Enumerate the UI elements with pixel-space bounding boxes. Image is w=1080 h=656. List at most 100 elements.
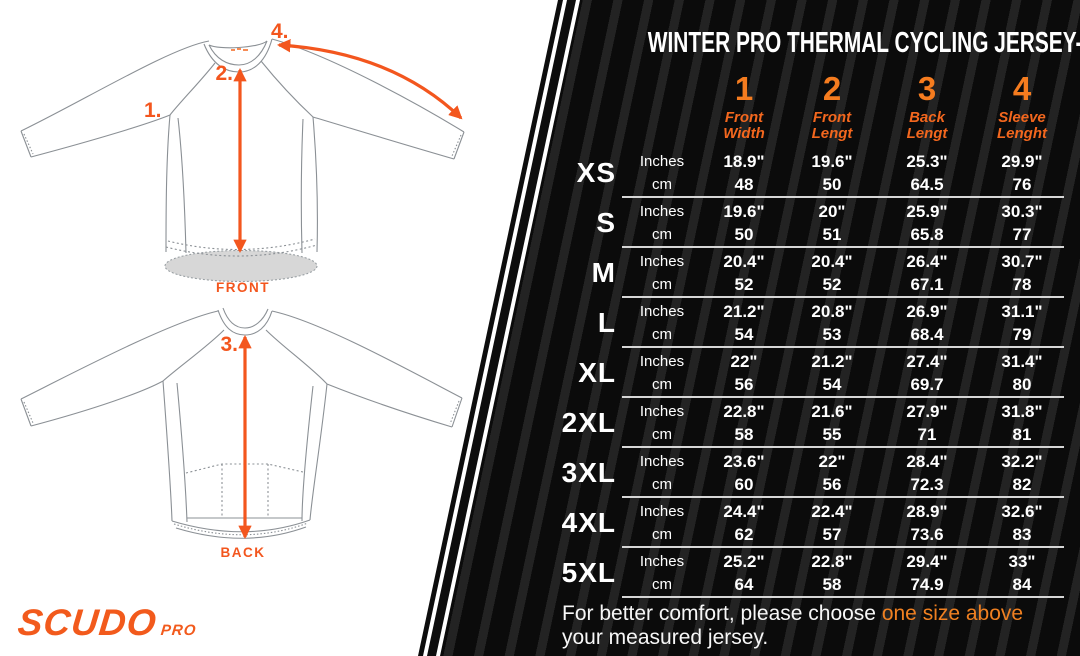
unit-labels: Inches cm: [639, 503, 685, 543]
collar-logo-icon: [231, 48, 248, 51]
cell-sleeve-length: 32.2" 82: [1001, 452, 1043, 494]
size-label: M: [591, 257, 616, 288]
column-label: Width: [723, 125, 765, 142]
cell-front-width: 19.6" 50: [723, 202, 765, 244]
column-number: 3: [917, 70, 937, 107]
row-divider: [622, 396, 1064, 398]
cell-front-length: 21.6" 55: [811, 402, 853, 444]
cell-front-width: 25.2" 64: [723, 552, 765, 594]
cell-back-length: 27.4" 69.7: [906, 352, 948, 394]
size-label: XL: [578, 357, 616, 388]
size-row-3xl: 3XL Inches cm 23.6" 60 22" 56 28.4" 72.3 32.…: [552, 448, 1068, 498]
marker-3-label: 3.: [220, 333, 238, 356]
cell-front-length: 20.8" 53: [811, 302, 853, 344]
row-divider: [622, 496, 1064, 498]
unit-labels: Inches cm: [639, 303, 685, 343]
column-label: Front: [812, 109, 852, 126]
cell-back-length: 26.9" 68.4: [906, 302, 948, 344]
column-label: Lengt: [811, 125, 853, 142]
cell-back-length: 29.4" 74.9: [906, 552, 948, 594]
size-label: 2XL: [561, 407, 616, 438]
cell-sleeve-length: 33" 84: [1008, 552, 1036, 594]
sleeve-length-arrow: [276, 39, 463, 120]
cell-sleeve-length: 31.8" 81: [1001, 402, 1043, 444]
front-label: FRONT: [216, 280, 270, 295]
cell-front-length: 22" 56: [818, 452, 846, 494]
size-label: 3XL: [561, 457, 616, 488]
cell-back-length: 25.3" 64.5: [906, 152, 948, 194]
row-divider: [622, 446, 1064, 448]
marker-2-label: 2.: [215, 62, 233, 85]
cell-front-width: 24.4" 62: [723, 502, 765, 544]
column-header-front-length: 2 Front Lengt: [786, 70, 878, 142]
column-number: 1: [734, 70, 754, 107]
column-number: 4: [1012, 70, 1032, 107]
size-row-4xl: 4XL Inches cm 24.4" 62 22.4" 57 28.9" 73.6 3…: [552, 498, 1068, 548]
size-row-2xl: 2XL Inches cm 22.8" 58 21.6" 55 27.9" 71 31.…: [552, 398, 1068, 448]
jersey-back-diagram: [20, 307, 463, 539]
column-label: Lengt: [906, 125, 948, 142]
marker-1-label: 1.: [144, 99, 162, 122]
row-divider: [622, 196, 1064, 198]
column-label: Sleeve: [998, 109, 1046, 126]
row-divider: [622, 346, 1064, 348]
cell-front-length: 20" 51: [818, 202, 846, 244]
brand-logo-sub: PRO: [159, 622, 198, 639]
size-label: L: [597, 307, 616, 338]
cell-front-width: 18.9" 48: [723, 152, 765, 194]
column-label: Lenght: [997, 125, 1047, 142]
size-row-s: S Inches cm 19.6" 50 20" 51 25.9" 65.8 30.3"…: [552, 198, 1068, 248]
cell-front-length: 19.6" 50: [811, 152, 853, 194]
column-label: Front: [724, 109, 764, 126]
cell-back-length: 28.9" 73.6: [906, 502, 948, 544]
cell-sleeve-length: 31.1" 79: [1001, 302, 1043, 344]
cell-sleeve-length: 31.4" 80: [1001, 352, 1043, 394]
size-row-5xl: 5XL Inches cm 25.2" 64 22.8" 58 29.4" 74.9 3…: [552, 548, 1068, 598]
column-label: Back: [909, 109, 945, 126]
back-label: BACK: [221, 545, 266, 560]
size-label: XS: [576, 157, 616, 188]
column-header-back-length: 3 Back Lengt: [878, 70, 976, 142]
comfort-note-line1: For better comfort, please choose one si…: [562, 602, 1024, 625]
cell-front-width: 20.4" 52: [723, 252, 765, 294]
row-divider: [622, 596, 1064, 598]
unit-labels: Inches cm: [639, 553, 685, 593]
unit-labels: Inches cm: [639, 353, 685, 393]
size-label: S: [596, 207, 616, 238]
comfort-note-line2: your measured jersey.: [562, 626, 769, 649]
brand-logo: SCUDOPRO: [16, 602, 200, 644]
size-label: 5XL: [561, 557, 616, 588]
unit-labels: Inches cm: [639, 403, 685, 443]
comfort-note-highlight: one size above: [881, 602, 1024, 625]
cell-front-width: 22.8" 58: [723, 402, 765, 444]
row-divider: [622, 246, 1064, 248]
cell-front-width: 21.2" 54: [723, 302, 765, 344]
jersey-diagrams: 1. 2. 4. FRONT: [20, 20, 465, 560]
cell-sleeve-length: 29.9" 76: [1001, 152, 1043, 194]
comfort-note: For better comfort, please choose one si…: [562, 602, 1062, 650]
cell-front-length: 20.4" 52: [811, 252, 853, 294]
cell-back-length: 25.9" 65.8: [906, 202, 948, 244]
column-header-sleeve-length: 4 Sleeve Lenght: [976, 70, 1068, 142]
unit-labels: Inches cm: [639, 453, 685, 493]
cell-back-length: 28.4" 72.3: [906, 452, 948, 494]
cell-front-length: 21.2" 54: [811, 352, 853, 394]
cell-back-length: 27.9" 71: [906, 402, 948, 444]
page-title: WINTER PRO THERMAL CYCLING JERSEY-MAN: [647, 27, 1080, 59]
size-row-m: M Inches cm 20.4" 52 20.4" 52 26.4" 67.1 30.…: [552, 248, 1068, 298]
cell-sleeve-length: 30.7" 78: [1001, 252, 1043, 294]
cell-sleeve-length: 32.6" 83: [1001, 502, 1043, 544]
size-row-l: L Inches cm 21.2" 54 20.8" 53 26.9" 68.4 31.…: [552, 298, 1068, 348]
column-header-front-width: 1 Front Width: [702, 70, 786, 142]
brand-logo-main: SCUDO: [15, 602, 159, 643]
cell-front-width: 23.6" 60: [723, 452, 765, 494]
cell-front-width: 22" 56: [730, 352, 758, 394]
unit-labels: Inches cm: [639, 253, 685, 293]
unit-labels: Inches cm: [639, 153, 685, 193]
cell-front-length: 22.8" 58: [811, 552, 853, 594]
row-divider: [622, 296, 1064, 298]
size-label: 4XL: [561, 507, 616, 538]
table-column-headers: 1 Front Width 2 Front Lengt 3 Back Lengt 4 …: [702, 70, 1068, 142]
measure-arrows-front: [233, 39, 463, 254]
